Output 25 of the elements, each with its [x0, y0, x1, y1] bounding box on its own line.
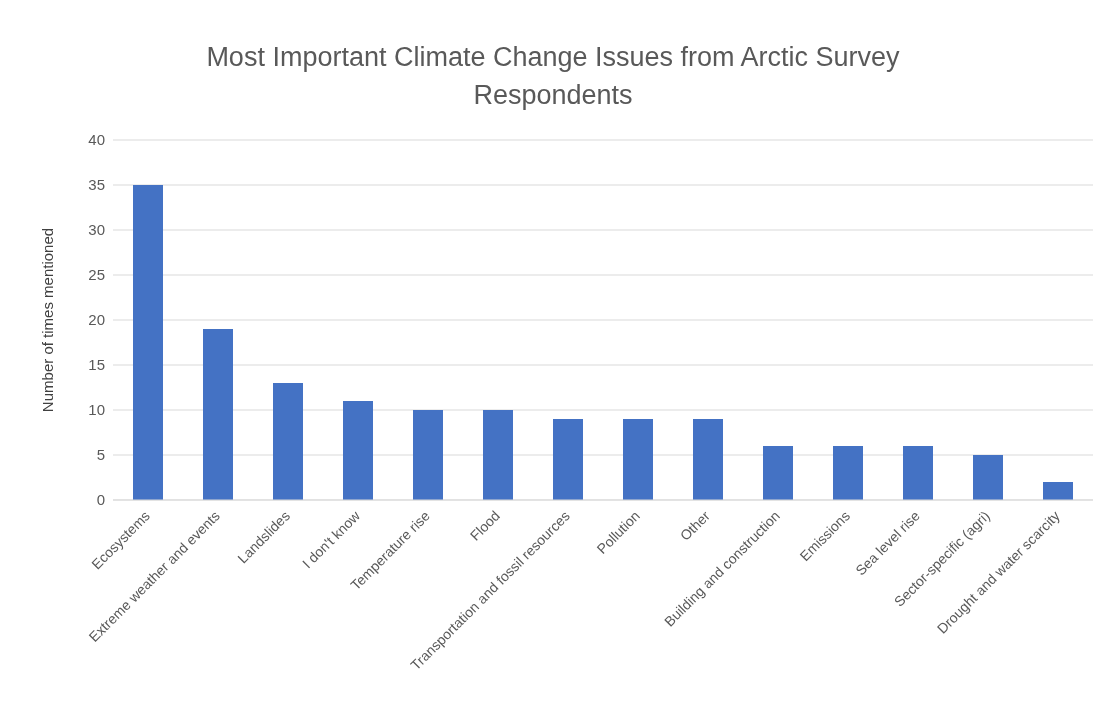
bar: [483, 410, 513, 500]
y-tick-label: 35: [88, 176, 105, 194]
y-tick-label: 25: [88, 266, 105, 284]
y-tick-label: 15: [88, 356, 105, 374]
y-tick-label: 10: [88, 401, 105, 419]
y-tick-label: 0: [96, 491, 105, 509]
bar: [343, 401, 373, 500]
chart-title: Most Important Climate Change Issues from Arctic Survey Respondents: [205, 41, 901, 112]
bar: [1043, 482, 1073, 500]
bar: [763, 446, 793, 500]
bar: [273, 383, 303, 500]
bar: [973, 455, 1003, 500]
bar: [133, 185, 163, 500]
y-axis-title: Number of times mentioned: [39, 227, 57, 413]
bar: [553, 419, 583, 500]
bar: [413, 410, 443, 500]
bar: [833, 446, 863, 500]
bar: [903, 446, 933, 500]
bar: [693, 419, 723, 500]
y-tick-label: 20: [88, 311, 105, 329]
y-tick-label: 5: [96, 446, 105, 464]
bar: [623, 419, 653, 500]
y-tick-label: 40: [88, 131, 105, 149]
y-tick-label: 30: [88, 221, 105, 239]
bar: [203, 329, 233, 500]
